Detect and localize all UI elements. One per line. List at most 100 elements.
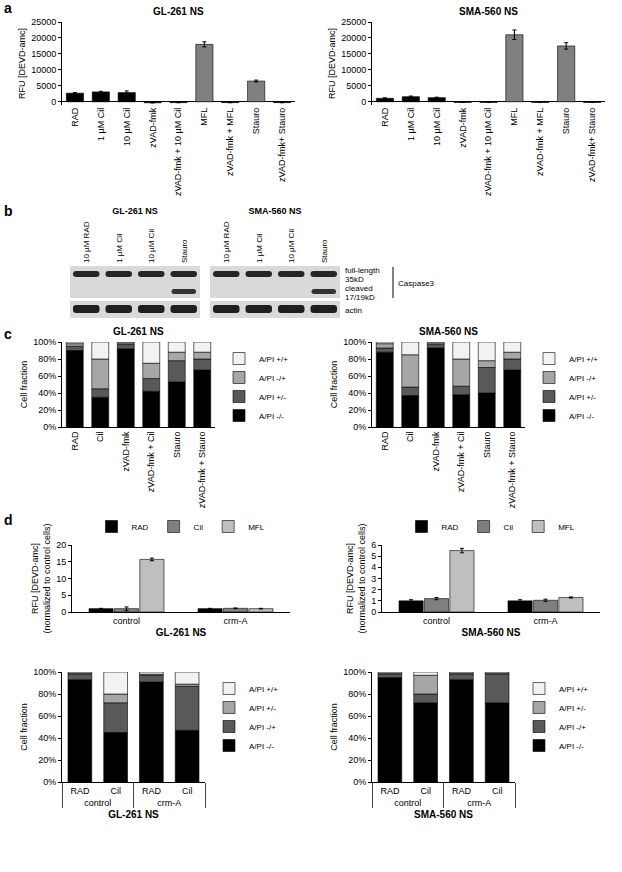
svg-text:5000: 5000 <box>36 81 56 91</box>
svg-text:Cil: Cil <box>194 523 204 532</box>
svg-text:10: 10 <box>56 574 66 584</box>
svg-text:Stauro: Stauro <box>172 432 182 459</box>
svg-text:RAD: RAD <box>380 786 400 796</box>
svg-text:15000: 15000 <box>341 49 366 59</box>
svg-text:0: 0 <box>51 97 56 107</box>
svg-text:MFL: MFL <box>509 108 519 126</box>
svg-text:2: 2 <box>371 585 376 595</box>
svg-text:crm-A: crm-A <box>157 798 181 808</box>
svg-text:20000: 20000 <box>31 33 56 43</box>
svg-text:zVAD-fmk + MFL: zVAD-fmk + MFL <box>225 108 235 176</box>
svg-text:Cil: Cil <box>405 432 415 443</box>
svg-text:100%: 100% <box>33 337 56 347</box>
svg-text:1 µM Cil: 1 µM Cil <box>115 233 124 263</box>
svg-text:zVAD-fmk + Cil: zVAD-fmk + Cil <box>146 432 156 493</box>
svg-text:RAD: RAD <box>70 107 80 127</box>
svg-text:GL-261 NS: GL-261 NS <box>108 809 159 820</box>
svg-text:SMA-560 NS: SMA-560 NS <box>414 809 473 820</box>
svg-text:RAD: RAD <box>70 786 90 796</box>
svg-text:0%: 0% <box>353 777 366 787</box>
svg-text:80%: 80% <box>38 689 56 699</box>
svg-text:60%: 60% <box>348 711 366 721</box>
svg-text:Cell fraction: Cell fraction <box>19 703 29 751</box>
svg-text:A/PI -/+: A/PI -/+ <box>559 723 586 732</box>
svg-text:A/PI -/+: A/PI -/+ <box>569 374 596 383</box>
svg-text:RAD: RAD <box>380 431 390 451</box>
svg-text:0: 0 <box>361 97 366 107</box>
svg-text:60%: 60% <box>38 711 56 721</box>
svg-text:control: control <box>113 616 140 626</box>
svg-text:80%: 80% <box>348 354 366 364</box>
svg-text:A/PI +/-: A/PI +/- <box>249 704 276 713</box>
svg-text:1 µM Cil: 1 µM Cil <box>406 108 416 141</box>
svg-text:20%: 20% <box>348 755 366 765</box>
svg-text:Cil: Cil <box>420 786 431 796</box>
svg-text:GL-261 NS: GL-261 NS <box>153 6 204 17</box>
svg-text:10000: 10000 <box>341 65 366 75</box>
svg-text:zVAD-fmk + Stauro: zVAD-fmk + Stauro <box>197 432 207 509</box>
svg-text:10 µM Cil: 10 µM Cil <box>122 108 132 146</box>
svg-text:20: 20 <box>56 540 66 550</box>
svg-text:60%: 60% <box>38 371 56 381</box>
svg-text:zVAD-fmk+ Stauro: zVAD-fmk+ Stauro <box>587 108 597 182</box>
svg-text:MFL: MFL <box>248 523 265 532</box>
svg-text:SMA-560 NS: SMA-560 NS <box>419 326 478 337</box>
svg-text:zVAD-fmk + MFL: zVAD-fmk + MFL <box>535 108 545 176</box>
svg-text:MFL: MFL <box>199 108 209 126</box>
svg-text:Cil: Cil <box>95 432 105 443</box>
svg-text:0%: 0% <box>43 422 56 432</box>
svg-text:A/PI -/-: A/PI -/- <box>249 742 274 751</box>
svg-text:Stauro: Stauro <box>482 432 492 459</box>
svg-text:RAD: RAD <box>452 786 472 796</box>
svg-text:A/PI +/+: A/PI +/+ <box>559 685 588 694</box>
svg-text:0: 0 <box>371 607 376 617</box>
svg-text:A/PI -/+: A/PI -/+ <box>259 374 286 383</box>
svg-text:100%: 100% <box>33 667 56 677</box>
svg-text:control: control <box>394 798 421 808</box>
svg-text:GL-261 NS: GL-261 NS <box>113 326 164 337</box>
svg-text:Cell fraction: Cell fraction <box>329 703 339 751</box>
svg-text:40%: 40% <box>38 388 56 398</box>
svg-text:Cil: Cil <box>182 786 193 796</box>
svg-text:RAD: RAD <box>380 107 390 127</box>
svg-text:actin: actin <box>345 306 362 315</box>
svg-text:1 µM Cil: 1 µM Cil <box>96 108 106 141</box>
svg-text:0%: 0% <box>43 777 56 787</box>
svg-text:100%: 100% <box>343 337 366 347</box>
svg-text:25000: 25000 <box>341 17 366 27</box>
svg-text:zVAD-fmk + Cil: zVAD-fmk + Cil <box>456 432 466 493</box>
svg-text:zVAD-fmk: zVAD-fmk <box>431 431 441 471</box>
svg-text:RAD: RAD <box>132 523 149 532</box>
svg-text:10 µM Cil: 10 µM Cil <box>432 108 442 146</box>
svg-text:control: control <box>423 616 450 626</box>
svg-text:Cell fraction: Cell fraction <box>329 361 339 409</box>
svg-text:A/PI +/+: A/PI +/+ <box>569 355 598 364</box>
svg-text:10 µM Cil: 10 µM Cil <box>287 229 296 263</box>
svg-text:A/PI +/-: A/PI +/- <box>259 393 286 402</box>
svg-text:25000: 25000 <box>31 17 56 27</box>
svg-text:A/PI +/+: A/PI +/+ <box>249 685 278 694</box>
svg-text:100%: 100% <box>343 667 366 677</box>
svg-text:Stauro: Stauro <box>320 239 329 263</box>
svg-text:40%: 40% <box>348 733 366 743</box>
svg-text:RFU [DEVD-amc]: RFU [DEVD-amc] <box>327 28 337 99</box>
svg-text:RFU [DEVD-amc](normalized to c: RFU [DEVD-amc](normalized to control cel… <box>30 523 52 633</box>
svg-text:Cil: Cil <box>110 786 121 796</box>
svg-text:crm-A: crm-A <box>467 798 491 808</box>
svg-text:zVAD-fmk + 10 µM Cil: zVAD-fmk + 10 µM Cil <box>173 108 183 196</box>
svg-text:A/PI +/-: A/PI +/- <box>569 393 596 402</box>
svg-text:Cil: Cil <box>504 523 514 532</box>
svg-text:4: 4 <box>371 562 376 572</box>
svg-text:10 µM Cil: 10 µM Cil <box>147 229 156 263</box>
svg-text:1: 1 <box>371 596 376 606</box>
svg-text:Cell fraction: Cell fraction <box>19 361 29 409</box>
svg-text:zVAD-fmk: zVAD-fmk <box>121 431 131 471</box>
svg-text:MFL: MFL <box>558 523 575 532</box>
svg-text:15000: 15000 <box>31 49 56 59</box>
svg-text:zVAD-fmk + Stauro: zVAD-fmk + Stauro <box>507 432 517 509</box>
svg-text:10 µM RAD: 10 µM RAD <box>222 221 231 263</box>
svg-text:35kD: 35kD <box>345 275 364 284</box>
svg-text:Stauro: Stauro <box>561 108 571 135</box>
svg-text:RFU [DEVD-amc]: RFU [DEVD-amc] <box>17 28 27 99</box>
svg-text:control: control <box>84 798 111 808</box>
